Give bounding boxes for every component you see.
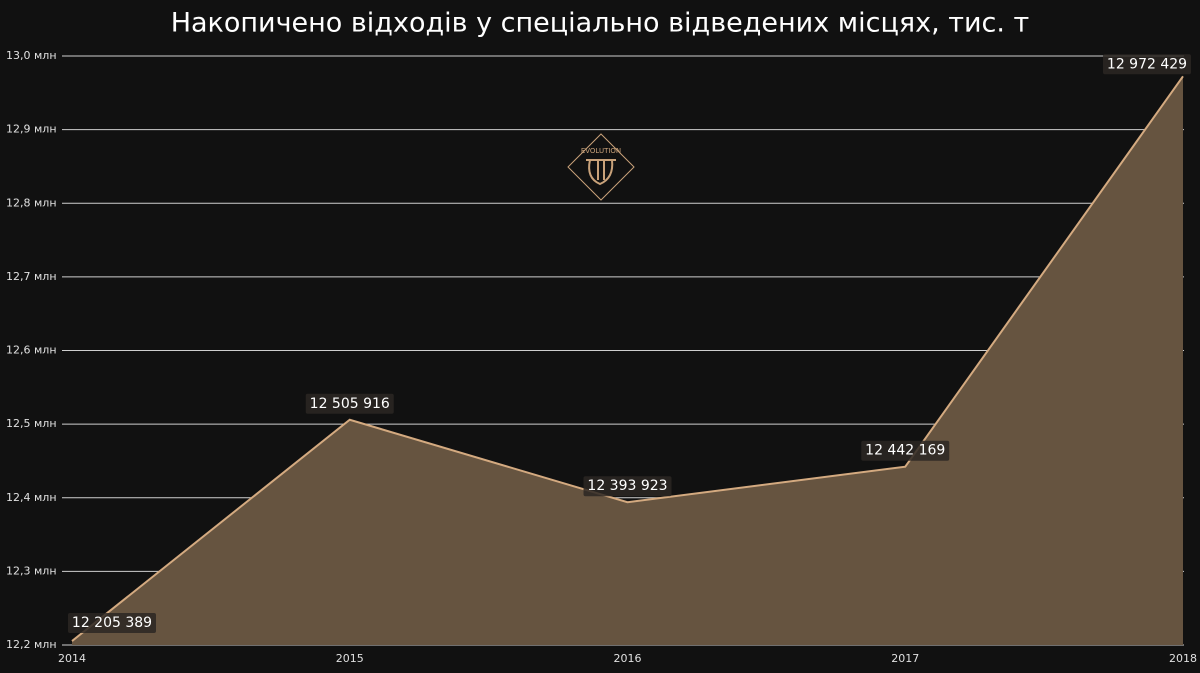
- value-label-bg: [583, 476, 672, 497]
- x-tick-label: 2017: [891, 652, 919, 665]
- x-tick-label: 2018: [1169, 652, 1197, 665]
- logo-text: EVOLUTION: [581, 147, 621, 155]
- value-label: 12 505 916: [310, 396, 390, 412]
- value-label: 12 205 389: [72, 615, 152, 631]
- y-tick-label: 12,6 млн: [6, 344, 57, 357]
- value-label-group: 12 972 429: [1103, 54, 1191, 75]
- area-line: [71, 75, 1184, 642]
- value-label-bg: [305, 393, 394, 414]
- y-tick-label: 12,2 млн: [6, 638, 57, 651]
- value-label: 12 972 429: [1107, 56, 1187, 72]
- value-label: 12 393 923: [587, 478, 667, 494]
- y-tick-label: 13,0 млн: [6, 49, 57, 62]
- chart-title: Накопичено відходів у спеціально відведе…: [171, 8, 1030, 39]
- x-tick-label: 2014: [58, 652, 86, 665]
- area-fill: [72, 76, 1183, 646]
- y-tick-label: 12,7 млн: [6, 270, 57, 283]
- value-label-group: 12 505 916: [305, 393, 394, 414]
- logo: EVOLUTION: [567, 133, 635, 201]
- y-tick-label: 12,5 млн: [6, 417, 57, 430]
- x-tick-label: 2016: [614, 652, 642, 665]
- value-label-group: 12 205 389: [68, 613, 156, 634]
- value-label-bg: [1103, 54, 1191, 75]
- value-label-group: 12 393 923: [583, 476, 672, 497]
- y-tick-label: 12,4 млн: [6, 491, 57, 504]
- value-label: 12 442 169: [865, 443, 945, 459]
- y-tick-label: 12,9 млн: [6, 123, 57, 136]
- y-tick-label: 12,3 млн: [6, 564, 57, 577]
- value-label-bg: [68, 613, 156, 634]
- x-tick-label: 2015: [336, 652, 364, 665]
- y-tick-label: 12,8 млн: [6, 196, 57, 209]
- value-label-bg: [861, 440, 950, 461]
- value-label-group: 12 442 169: [861, 440, 950, 461]
